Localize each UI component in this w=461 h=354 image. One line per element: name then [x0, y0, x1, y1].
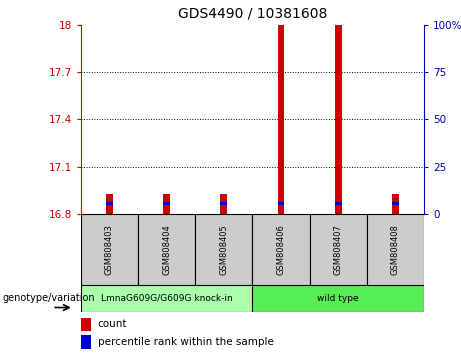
Bar: [163, 194, 170, 214]
Bar: [220, 194, 227, 214]
Bar: [106, 202, 113, 205]
Text: GSM808404: GSM808404: [162, 224, 171, 275]
Text: genotype/variation: genotype/variation: [2, 293, 95, 303]
Bar: [81, 214, 138, 285]
Text: GSM808405: GSM808405: [219, 224, 228, 275]
Bar: [81, 318, 91, 331]
Bar: [138, 214, 195, 285]
Text: percentile rank within the sample: percentile rank within the sample: [98, 337, 273, 347]
Bar: [392, 194, 399, 214]
Bar: [310, 214, 367, 285]
Bar: [252, 285, 424, 312]
Text: count: count: [98, 319, 127, 329]
Text: LmnaG609G/G609G knock-in: LmnaG609G/G609G knock-in: [100, 294, 232, 303]
Bar: [335, 25, 342, 214]
Bar: [163, 202, 170, 205]
Bar: [220, 202, 227, 205]
Bar: [367, 214, 424, 285]
Bar: [252, 214, 310, 285]
Text: GSM808403: GSM808403: [105, 224, 114, 275]
Title: GDS4490 / 10381608: GDS4490 / 10381608: [177, 7, 327, 21]
Bar: [81, 285, 252, 312]
Text: GSM808406: GSM808406: [277, 224, 285, 275]
Bar: [195, 214, 252, 285]
Bar: [335, 202, 342, 205]
Text: GSM808408: GSM808408: [391, 224, 400, 275]
Text: wild type: wild type: [318, 294, 359, 303]
Bar: [106, 194, 113, 214]
Text: GSM808407: GSM808407: [334, 224, 343, 275]
Bar: [278, 25, 284, 214]
Bar: [81, 335, 91, 349]
Bar: [392, 202, 399, 205]
Bar: [278, 202, 284, 205]
